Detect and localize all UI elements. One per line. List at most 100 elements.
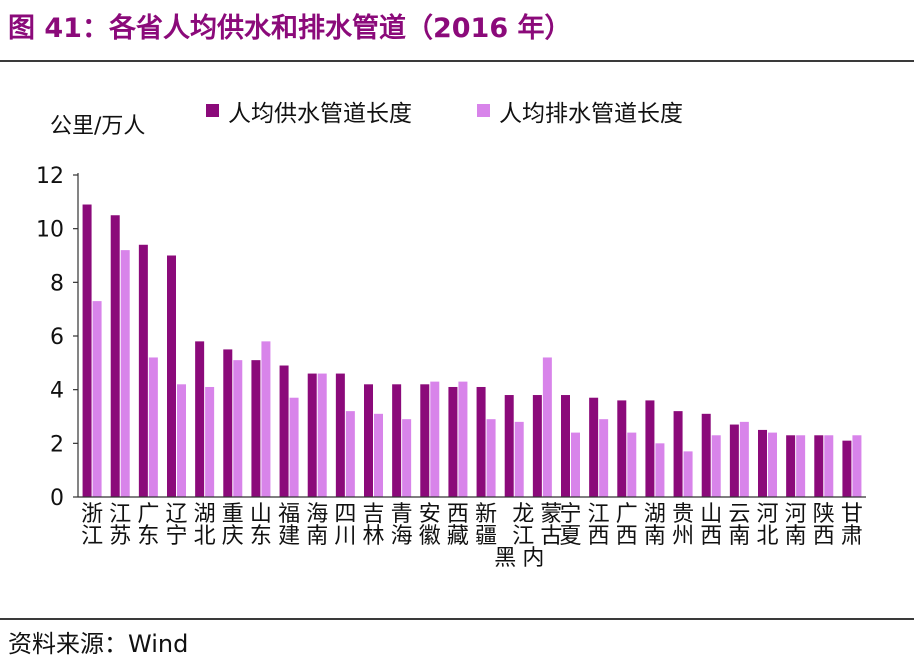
x-tick-char: 陕 (813, 502, 835, 527)
x-tick-label: 重庆 (222, 502, 244, 549)
drainage-bar (599, 419, 609, 497)
bottom-rule (0, 618, 914, 620)
drainage-bar (796, 435, 806, 497)
x-tick-char: 山 (250, 502, 272, 527)
supply-bar (617, 400, 627, 497)
x-tick-label: 福建 (278, 502, 300, 549)
x-tick-label: 山西 (700, 502, 722, 549)
bars (82, 204, 862, 497)
x-tick-char: 甘 (841, 502, 863, 527)
x-tick-char: 河 (756, 502, 778, 527)
x-tick-label: 西藏 (447, 502, 469, 549)
x-tick-label: 安徽 (419, 502, 441, 549)
drainage-bar (148, 357, 158, 497)
x-tick-char: 湖 (194, 502, 216, 527)
legend-swatch (477, 104, 490, 117)
x-tick-label: 黑龙江 (494, 502, 534, 571)
y-tick-label: 2 (50, 432, 64, 457)
drainage-bar (317, 373, 327, 497)
x-tick-char: 江 (588, 502, 610, 527)
x-tick-label: 宁夏 (559, 502, 581, 549)
drainage-bar (177, 384, 186, 497)
drainage-bar (683, 451, 693, 497)
x-tick-char: 山 (700, 502, 722, 527)
x-tick-char: 宁 (559, 502, 581, 527)
drainage-bar (571, 432, 580, 497)
x-tick-label: 河南 (785, 502, 807, 549)
drainage-bar (824, 435, 834, 497)
drainage-bar (233, 360, 243, 497)
x-tick-label: 广东 (137, 502, 159, 549)
x-tick-char: 河 (785, 502, 807, 527)
x-tick-char: 南 (728, 524, 750, 549)
x-tick-char: 疆 (475, 524, 497, 549)
drainage-bar (120, 250, 130, 497)
x-tick-label: 江苏 (109, 502, 131, 549)
supply-bar (673, 411, 683, 497)
supply-bar (701, 413, 711, 497)
drainage-bar (289, 397, 299, 497)
x-tick-char: 西 (616, 524, 638, 549)
x-tick-char: 川 (334, 524, 356, 549)
top-rule (0, 60, 914, 62)
x-tick-char: 东 (250, 524, 272, 549)
supply-bar (420, 384, 430, 497)
supply-bar (504, 395, 514, 497)
legend-label: 人均排水管道长度 (499, 101, 683, 127)
x-tick-char: 西 (813, 524, 835, 549)
x-tick-label: 湖南 (644, 502, 666, 549)
x-tick-char: 四 (334, 502, 356, 527)
supply-bar (476, 386, 486, 497)
x-tick-char: 江 (512, 524, 534, 549)
supply-bar (645, 400, 655, 497)
drainage-bar (852, 435, 862, 497)
x-tick-char: 安 (419, 502, 441, 527)
supply-bar (392, 384, 402, 497)
x-tick-char: 西 (588, 524, 610, 549)
x-tick-char: 南 (644, 524, 666, 549)
x-tick-label: 新疆 (475, 502, 497, 549)
x-tick-char: 苏 (109, 524, 131, 549)
y-tick-label: 6 (50, 325, 64, 350)
x-tick-label: 海南 (306, 502, 328, 549)
x-tick-label: 浙江 (81, 502, 103, 549)
x-tick-label: 辽宁 (165, 502, 187, 549)
x-tick-char: 南 (306, 524, 328, 549)
x-tick-char: 东 (137, 524, 159, 549)
supply-bar (532, 395, 542, 497)
supply-bar (729, 424, 739, 497)
x-tick-char: 龙 (512, 502, 534, 527)
x-tick-label: 河北 (756, 502, 778, 549)
legend-label: 人均供水管道长度 (228, 101, 412, 127)
x-tick-char: 江 (109, 502, 131, 527)
supply-bar (758, 429, 767, 497)
drainage-bar (627, 432, 637, 497)
x-tick-char: 宁 (165, 524, 187, 549)
drainage-bar (542, 357, 552, 497)
x-tick-char: 江 (81, 524, 103, 549)
supply-bar (589, 397, 599, 497)
x-tick-char: 州 (672, 524, 694, 549)
drainage-bar (739, 421, 749, 497)
x-tick-char: 青 (391, 502, 413, 527)
x-tick-char: 辽 (165, 502, 187, 527)
supply-bar (561, 395, 570, 497)
x-tick-char: 湖 (644, 502, 666, 527)
supply-bar (786, 435, 796, 497)
drainage-bar (458, 381, 468, 497)
x-tick-char: 古 (540, 524, 562, 549)
x-tick-char: 浙 (81, 502, 103, 527)
x-tick-label: 内蒙古 (522, 502, 562, 571)
x-tick-label: 四川 (334, 502, 356, 549)
figure-title: 图 41：各省人均供水和排水管道（2016 年） (8, 13, 572, 44)
x-tick-label: 江西 (588, 502, 610, 549)
supply-bar (82, 204, 92, 497)
x-tick-char: 北 (194, 524, 216, 549)
drainage-bar (345, 411, 355, 497)
x-tick-char: 建 (278, 524, 300, 549)
supply-bar (448, 386, 458, 497)
x-tick-char: 庆 (222, 524, 244, 549)
x-tick-char: 黑 (494, 546, 516, 571)
drainage-bar (486, 419, 496, 497)
